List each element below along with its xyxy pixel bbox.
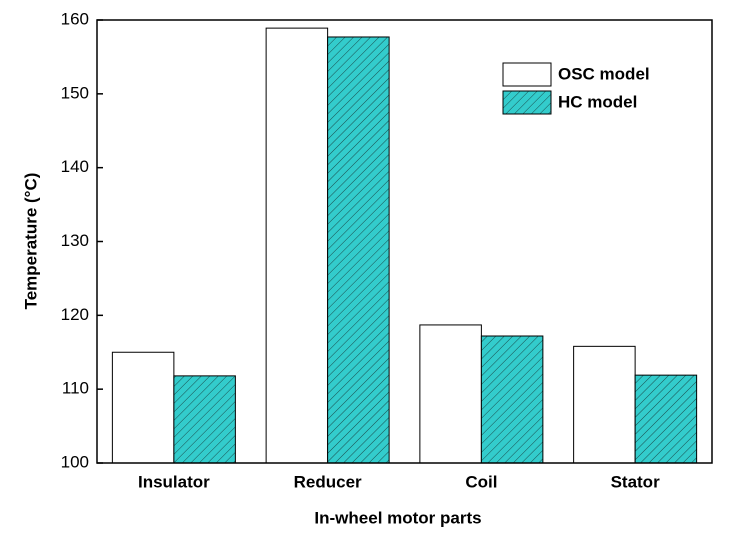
legend-swatch	[502, 62, 552, 87]
bar	[573, 345, 636, 464]
bar	[419, 324, 482, 464]
y-axis-label: Temperature (°C)	[21, 173, 40, 310]
y-tick-label: 160	[61, 9, 89, 28]
x-tick-label: Stator	[611, 472, 661, 491]
y-tick-label: 120	[61, 305, 89, 324]
plot-frame	[96, 19, 713, 464]
bar	[327, 36, 390, 464]
bar	[634, 374, 698, 464]
bar	[111, 351, 175, 464]
legend-label: OSC model	[558, 64, 650, 83]
y-tick-label: 110	[62, 379, 89, 398]
y-tick-label: 140	[61, 157, 89, 176]
legend-label: HC model	[558, 92, 637, 111]
bar	[265, 27, 329, 464]
x-axis-label: In-wheel motor parts	[314, 508, 481, 527]
y-tick-label: 100	[61, 452, 89, 471]
bar	[173, 375, 236, 464]
x-tick-label: Reducer	[294, 472, 362, 491]
bar	[480, 335, 544, 464]
legend-swatch	[502, 90, 552, 115]
y-tick-label: 150	[61, 83, 89, 102]
x-tick-label: Insulator	[138, 472, 210, 491]
y-tick-label: 130	[61, 231, 89, 250]
x-tick-label: Coil	[465, 472, 497, 491]
